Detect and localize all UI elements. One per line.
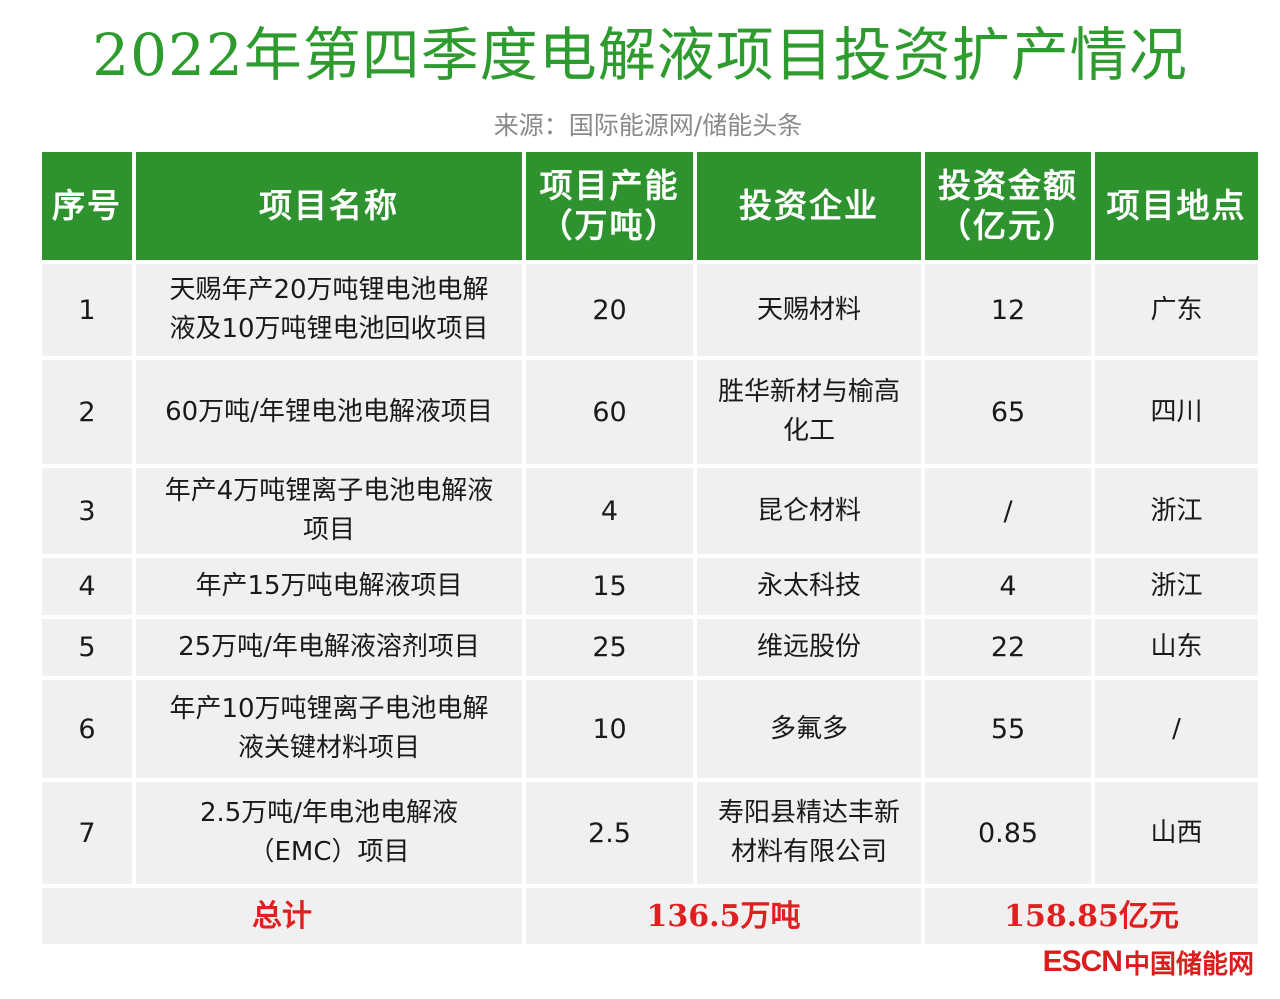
logo-latin-text: ESCN (1042, 945, 1123, 978)
escn-logo: ESCN 中国储能网 (1042, 945, 1254, 980)
cell-no: 6 (42, 680, 132, 778)
cell-capacity: 4 (526, 468, 693, 554)
cell-location: 四川 (1095, 360, 1258, 464)
cell-amount: / (925, 468, 1091, 554)
header-amount: 投资金额 （亿元） (925, 152, 1091, 260)
cell-project-name: 60万吨/年锂电池电解液项目 (136, 360, 522, 464)
cell-no: 3 (42, 468, 132, 554)
cell-location: 山西 (1095, 782, 1258, 884)
header-capacity: 项目产能 （万吨） (526, 152, 693, 260)
header-location: 项目地点 (1095, 152, 1258, 260)
total-label: 总计 (42, 888, 522, 944)
table-row: 7 2.5万吨/年电池电解液 （EMC）项目 2.5 寿阳县精达丰新 材料有限公司 … (42, 782, 1258, 884)
cell-location: 浙江 (1095, 468, 1258, 554)
header-no: 序号 (42, 152, 132, 260)
cell-location: 山东 (1095, 619, 1258, 676)
cell-location: 浙江 (1095, 558, 1258, 615)
table-row: 5 25万吨/年电解液溶剂项目 25 维远股份 22 山东 (42, 619, 1258, 676)
table-row: 6 年产10万吨锂离子电池电解 液关键材料项目 10 多氟多 55 / (42, 680, 1258, 778)
cell-capacity: 60 (526, 360, 693, 464)
cell-no: 2 (42, 360, 132, 464)
cell-company: 昆仑材料 (697, 468, 921, 554)
cell-location: 广东 (1095, 264, 1258, 356)
cell-project-name: 2.5万吨/年电池电解液 （EMC）项目 (136, 782, 522, 884)
table-total-row: 总计 136.5万吨 158.85亿元 (42, 888, 1258, 944)
cell-amount: 12 (925, 264, 1091, 356)
cell-capacity: 15 (526, 558, 693, 615)
cell-amount: 55 (925, 680, 1091, 778)
cell-project-name: 天赐年产20万吨锂电池电解 液及10万吨锂电池回收项目 (136, 264, 522, 356)
cell-company: 天赐材料 (697, 264, 921, 356)
logo-cn-text: 中国储能网 (1123, 949, 1254, 980)
investment-table: 序号 项目名称 项目产能 （万吨） 投资企业 投资金额 （亿元） 项目地点 1 天赐… (38, 148, 1262, 948)
total-capacity: 136.5万吨 (526, 888, 921, 944)
cell-company: 维远股份 (697, 619, 921, 676)
cell-company: 寿阳县精达丰新 材料有限公司 (697, 782, 921, 884)
total-amount: 158.85亿元 (925, 888, 1258, 944)
cell-company: 胜华新材与榆高 化工 (697, 360, 921, 464)
cell-company: 永太科技 (697, 558, 921, 615)
cell-no: 7 (42, 782, 132, 884)
cell-capacity: 10 (526, 680, 693, 778)
cell-capacity: 25 (526, 619, 693, 676)
table-row: 4 年产15万吨电解液项目 15 永太科技 4 浙江 (42, 558, 1258, 615)
table-row: 2 60万吨/年锂电池电解液项目 60 胜华新材与榆高 化工 65 四川 (42, 360, 1258, 464)
cell-no: 1 (42, 264, 132, 356)
cell-amount: 22 (925, 619, 1091, 676)
header-project-name: 项目名称 (136, 152, 522, 260)
cell-project-name: 年产4万吨锂离子电池电解液 项目 (136, 468, 522, 554)
table-row: 3 年产4万吨锂离子电池电解液 项目 4 昆仑材料 / 浙江 (42, 468, 1258, 554)
cell-project-name: 25万吨/年电解液溶剂项目 (136, 619, 522, 676)
cell-amount: 4 (925, 558, 1091, 615)
cell-company: 多氟多 (697, 680, 921, 778)
cell-amount: 0.85 (925, 782, 1091, 884)
table-header-row: 序号 项目名称 项目产能 （万吨） 投资企业 投资金额 （亿元） 项目地点 (42, 152, 1258, 260)
cell-capacity: 2.5 (526, 782, 693, 884)
cell-amount: 65 (925, 360, 1091, 464)
cell-project-name: 年产15万吨电解液项目 (136, 558, 522, 615)
cell-no: 4 (42, 558, 132, 615)
header-company: 投资企业 (697, 152, 921, 260)
page-title: 2022年第四季度电解液项目投资扩产情况 (92, 21, 1188, 89)
cell-location: / (1095, 680, 1258, 778)
source-note: 来源：国际能源网/储能头条 (493, 111, 803, 140)
cell-project-name: 年产10万吨锂离子电池电解 液关键材料项目 (136, 680, 522, 778)
table-row: 1 天赐年产20万吨锂电池电解 液及10万吨锂电池回收项目 20 天赐材料 12 … (42, 264, 1258, 356)
cell-capacity: 20 (526, 264, 693, 356)
cell-no: 5 (42, 619, 132, 676)
